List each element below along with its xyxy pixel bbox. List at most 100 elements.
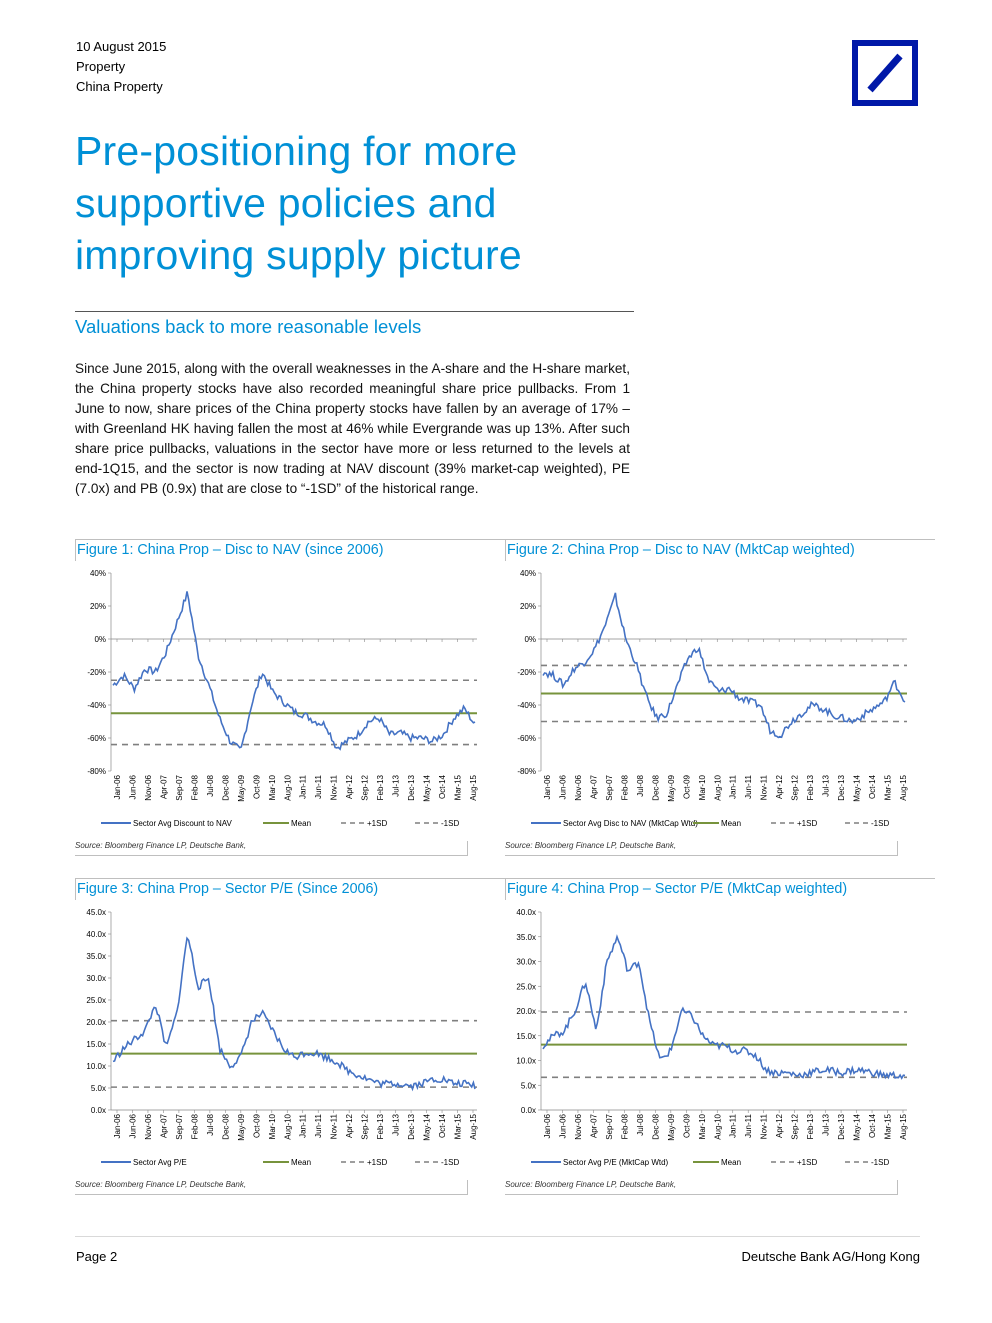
title-divider bbox=[75, 311, 634, 312]
legend-label: Sector Avg P/E (MktCap Wtd) bbox=[563, 1158, 669, 1167]
x-tick-label: May-14 bbox=[423, 1113, 432, 1140]
x-tick-label: Jan-06 bbox=[543, 774, 552, 799]
x-tick-label: Oct-14 bbox=[438, 1113, 447, 1138]
legend-label: -1SD bbox=[441, 819, 459, 828]
legend-label: -1SD bbox=[871, 1158, 889, 1167]
x-tick-label: Jun-11 bbox=[744, 1113, 753, 1137]
header-subsector: China Property bbox=[76, 79, 163, 94]
x-tick-label: Sep-07 bbox=[605, 774, 614, 800]
x-tick-label: Dec-08 bbox=[221, 1113, 230, 1139]
x-tick-label: Jan-06 bbox=[113, 1113, 122, 1138]
chart-svg: 40% 20% 0% -20% -40% -60% -80% Jan-06 Jun-06 Nov-… bbox=[87, 569, 478, 828]
page-title: Pre-positioning for more supportive poli… bbox=[75, 128, 522, 278]
header-sector: Property bbox=[76, 59, 126, 74]
x-tick-label: May-14 bbox=[423, 774, 432, 801]
figure-title: Figure 2: China Prop – Disc to NAV (MktC… bbox=[507, 542, 855, 558]
x-tick-label: Sep-12 bbox=[361, 1113, 370, 1139]
x-tick-label: Nov-11 bbox=[760, 774, 769, 800]
x-tick-label: Jul-08 bbox=[636, 774, 645, 796]
x-tick-label: Oct-14 bbox=[868, 1113, 877, 1138]
x-tick-label: Jul-08 bbox=[636, 1113, 645, 1135]
x-tick-label: Oct-14 bbox=[868, 774, 877, 799]
x-tick-label: Jun-11 bbox=[314, 1113, 323, 1137]
x-tick-label: Jul-13 bbox=[392, 1113, 401, 1135]
legend-label: Sector Avg Disc to NAV (MktCap Wtd) bbox=[563, 819, 698, 828]
figure-title: Figure 3: China Prop – Sector P/E (Since… bbox=[77, 881, 379, 897]
x-tick-label: Nov-06 bbox=[144, 1113, 153, 1139]
x-tick-label: Jul-08 bbox=[206, 774, 215, 796]
x-tick-label: Mar-15 bbox=[884, 774, 893, 800]
x-tick-label: Nov-06 bbox=[144, 774, 153, 800]
y-tick-label: 0.0x bbox=[91, 1106, 106, 1115]
x-tick-label: Jan-11 bbox=[299, 774, 308, 798]
x-tick-label: Mar-10 bbox=[268, 1113, 277, 1139]
y-tick-label: 30.0x bbox=[86, 974, 106, 983]
y-tick-label: 40% bbox=[520, 569, 536, 578]
x-tick-label: May-09 bbox=[667, 774, 676, 801]
y-tick-label: 20.0x bbox=[86, 1018, 106, 1027]
x-tick-label: Mar-15 bbox=[454, 774, 463, 800]
x-tick-label: Apr-12 bbox=[775, 1113, 784, 1138]
y-tick-label: 25.0x bbox=[516, 982, 536, 991]
x-tick-label: Oct-09 bbox=[252, 774, 261, 799]
x-tick-label: Aug-15 bbox=[899, 774, 908, 800]
x-tick-label: May-09 bbox=[667, 1113, 676, 1140]
x-tick-label: Oct-09 bbox=[682, 1113, 691, 1138]
x-tick-label: Aug-10 bbox=[713, 1113, 722, 1139]
x-tick-label: Mar-10 bbox=[698, 774, 707, 800]
x-tick-label: Feb-13 bbox=[376, 774, 385, 800]
x-tick-label: Aug-15 bbox=[469, 1113, 478, 1139]
x-tick-label: Dec-08 bbox=[221, 774, 230, 800]
x-tick-label: Sep-07 bbox=[175, 1113, 184, 1139]
section-heading: Valuations back to more reasonable level… bbox=[75, 316, 422, 337]
y-tick-label: -80% bbox=[87, 767, 106, 776]
x-tick-label: Oct-14 bbox=[438, 774, 447, 799]
x-tick-label: Nov-11 bbox=[760, 1113, 769, 1139]
figure-3: Figure 3: China Prop – Sector P/E (Since… bbox=[75, 878, 505, 1198]
deutsche-bank-logo bbox=[852, 40, 918, 106]
y-tick-label: -40% bbox=[517, 701, 536, 710]
legend-label: Mean bbox=[721, 1158, 741, 1167]
x-tick-label: Feb-13 bbox=[806, 1113, 815, 1139]
x-tick-label: Feb-13 bbox=[806, 774, 815, 800]
series-line bbox=[542, 592, 906, 739]
y-tick-label: 10.0x bbox=[516, 1057, 536, 1066]
x-tick-label: Aug-15 bbox=[469, 774, 478, 800]
x-tick-label: Mar-15 bbox=[454, 1113, 463, 1139]
y-tick-label: -20% bbox=[87, 668, 106, 677]
y-tick-label: 40% bbox=[90, 569, 106, 578]
figure-title: Figure 1: China Prop – Disc to NAV (sinc… bbox=[77, 542, 384, 558]
series-line bbox=[112, 591, 476, 751]
figure-2: Figure 2: China Prop – Disc to NAV (MktC… bbox=[505, 539, 935, 859]
y-tick-label: 40.0x bbox=[86, 930, 106, 939]
x-tick-label: May-14 bbox=[853, 1113, 862, 1140]
y-tick-label: 0.0x bbox=[521, 1106, 536, 1115]
figure-source: Source: Bloomberg Finance LP, Deutsche B… bbox=[505, 1180, 677, 1189]
legend-label: +1SD bbox=[797, 1158, 817, 1167]
x-tick-label: Sep-12 bbox=[791, 1113, 800, 1139]
x-tick-label: Sep-12 bbox=[791, 774, 800, 800]
x-tick-label: Sep-07 bbox=[175, 774, 184, 800]
y-tick-label: 40.0x bbox=[516, 908, 536, 917]
y-tick-label: 45.0x bbox=[86, 908, 106, 917]
y-tick-label: -40% bbox=[87, 701, 106, 710]
body-paragraph: Since June 2015, along with the overall … bbox=[75, 361, 630, 496]
y-tick-label: 25.0x bbox=[86, 996, 106, 1005]
x-tick-label: Oct-09 bbox=[252, 1113, 261, 1138]
x-tick-label: Mar-15 bbox=[884, 1113, 893, 1139]
x-tick-label: Jan-06 bbox=[543, 1113, 552, 1138]
footer-company: Deutsche Bank AG/Hong Kong bbox=[741, 1249, 920, 1264]
y-tick-label: -60% bbox=[87, 734, 106, 743]
x-tick-label: May-14 bbox=[853, 774, 862, 801]
legend-label: +1SD bbox=[797, 819, 817, 828]
x-tick-label: Apr-07 bbox=[589, 1113, 598, 1138]
chart-svg: 45.0x 40.0x 35.0x 30.0x 25.0x 20.0x 15.0x 10.0x… bbox=[86, 908, 478, 1167]
x-tick-label: Apr-07 bbox=[589, 774, 598, 799]
chart-svg: 40.0x 35.0x 30.0x 25.0x 20.0x 15.0x 10.0x 5.0x 0… bbox=[516, 908, 908, 1167]
series-line bbox=[112, 936, 476, 1092]
x-tick-label: May-09 bbox=[237, 774, 246, 801]
x-tick-label: Jan-11 bbox=[729, 774, 738, 798]
x-tick-label: Jun-11 bbox=[314, 774, 323, 798]
x-tick-label: Mar-10 bbox=[698, 1113, 707, 1139]
x-tick-label: Dec-08 bbox=[651, 1113, 660, 1139]
